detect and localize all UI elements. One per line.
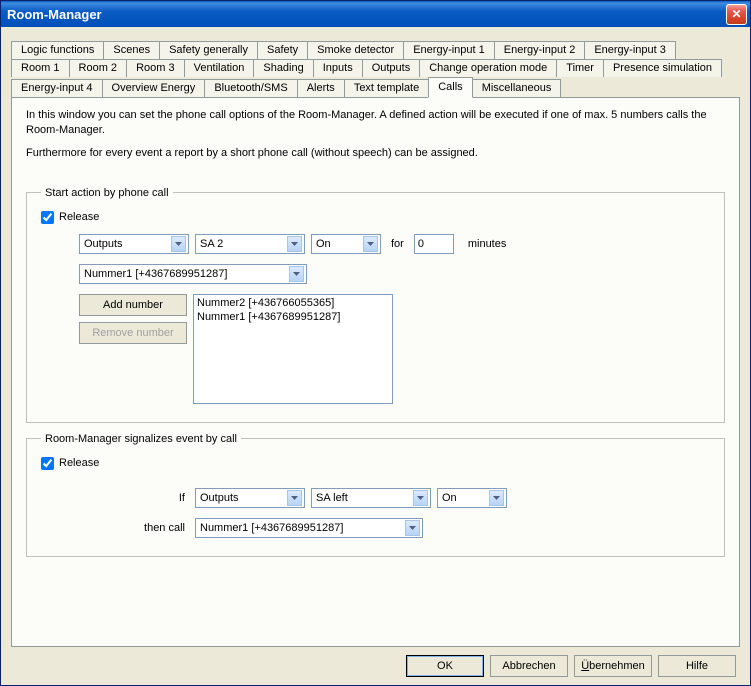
chevron-down-icon [413, 490, 428, 506]
tab-energy-input-1[interactable]: Energy-input 1 [403, 41, 495, 59]
release-checkbox-2[interactable] [41, 457, 54, 470]
tab-alerts[interactable]: Alerts [297, 79, 345, 97]
cancel-button[interactable]: Abbrechen [490, 655, 568, 677]
dialog-buttons: OK Abbrechen Übernehmen Hilfe [11, 647, 740, 677]
tab-smoke-detector[interactable]: Smoke detector [307, 41, 404, 59]
chevron-down-icon [363, 236, 378, 252]
tab-calls[interactable]: Calls [428, 77, 472, 98]
tab-room-2[interactable]: Room 2 [69, 59, 128, 77]
chevron-down-icon [405, 520, 420, 536]
tab-shading[interactable]: Shading [253, 59, 313, 77]
tab-change-operation-mode[interactable]: Change operation mode [419, 59, 557, 77]
window-title: Room-Manager [7, 7, 726, 22]
dropdown-value: Nummer1 [+4367689951287] [84, 268, 227, 280]
dropdown-value: On [316, 238, 331, 250]
if-category-dropdown[interactable]: Outputs [195, 488, 305, 508]
tab-inputs[interactable]: Inputs [313, 59, 363, 77]
tab-miscellaneous[interactable]: Miscellaneous [472, 79, 562, 97]
tab-bluetooth-sms[interactable]: Bluetooth/SMS [204, 79, 297, 97]
tab-safety[interactable]: Safety [257, 41, 308, 59]
then-call-row: then call Nummer1 [+4367689951287] [111, 518, 710, 538]
list-item[interactable]: Nummer2 [+436766055365] [196, 296, 390, 310]
chevron-down-icon [489, 490, 504, 506]
release-label-2: Release [59, 457, 99, 469]
numbers-management-row: Add number Remove number Nummer2 [+43676… [79, 294, 710, 404]
channel-dropdown[interactable]: SA 2 [195, 234, 305, 254]
tab-energy-input-4[interactable]: Energy-input 4 [11, 79, 103, 97]
release-checkbox[interactable] [41, 211, 54, 224]
chevron-down-icon [287, 236, 302, 252]
tab-text-template[interactable]: Text template [344, 79, 429, 97]
minutes-input[interactable] [414, 234, 454, 254]
tab-overview-energy[interactable]: Overview Energy [102, 79, 206, 97]
group-signalize-event: Room-Manager signalizes event by call Re… [26, 433, 725, 557]
for-label: for [391, 238, 404, 250]
tab-room-1[interactable]: Room 1 [11, 59, 70, 77]
list-item[interactable]: Nummer1 [+4367689951287] [196, 310, 390, 324]
category-dropdown[interactable]: Outputs [79, 234, 189, 254]
dropdown-value: Outputs [200, 492, 239, 504]
help-button[interactable]: Hilfe [658, 655, 736, 677]
group-legend: Room-Manager signalizes event by call [41, 433, 241, 445]
release-row-2: Release [41, 457, 710, 470]
close-button[interactable]: ✕ [726, 4, 747, 25]
ok-button[interactable]: OK [406, 655, 484, 677]
tab-scenes[interactable]: Scenes [103, 41, 160, 59]
tab-energy-input-2[interactable]: Energy-input 2 [494, 41, 586, 59]
if-channel-dropdown[interactable]: SA left [311, 488, 431, 508]
add-number-button[interactable]: Add number [79, 294, 187, 316]
group-legend: Start action by phone call [41, 187, 173, 199]
dropdown-value: On [442, 492, 457, 504]
tab-room-3[interactable]: Room 3 [126, 59, 185, 77]
action-row: Outputs SA 2 On for minutes [79, 234, 710, 254]
intro-p1: In this window you can set the phone cal… [26, 108, 725, 138]
intro-text: In this window you can set the phone cal… [26, 108, 725, 169]
release-row: Release [41, 211, 710, 224]
number-select-row: Nummer1 [+4367689951287] [79, 264, 710, 284]
if-state-dropdown[interactable]: On [437, 488, 507, 508]
tab-timer[interactable]: Timer [556, 59, 604, 77]
tabs-row: Room 1Room 2Room 3VentilationShadingInpu… [11, 59, 740, 77]
tabs-row: Logic functionsScenesSafety generallySaf… [11, 41, 740, 59]
intro-p2: Furthermore for every event a report by … [26, 146, 725, 161]
dropdown-value: SA 2 [200, 238, 223, 250]
numbers-listbox[interactable]: Nummer2 [+436766055365]Nummer1 [+4367689… [193, 294, 393, 404]
if-row: If Outputs SA left On [111, 488, 710, 508]
close-icon: ✕ [731, 7, 741, 21]
tab-energy-input-3[interactable]: Energy-input 3 [584, 41, 676, 59]
dropdown-value: SA left [316, 492, 348, 504]
minutes-label: minutes [468, 238, 507, 250]
tab-content-calls: In this window you can set the phone cal… [11, 97, 740, 647]
dropdown-value: Outputs [84, 238, 123, 250]
tab-ventilation[interactable]: Ventilation [184, 59, 255, 77]
apply-button[interactable]: Übernehmen [574, 655, 652, 677]
remove-number-button[interactable]: Remove number [79, 322, 187, 344]
chevron-down-icon [171, 236, 186, 252]
tabs-row: Energy-input 4Overview EnergyBluetooth/S… [11, 77, 740, 97]
titlebar: Room-Manager ✕ [1, 1, 750, 27]
dropdown-value: Nummer1 [+4367689951287] [200, 522, 343, 534]
tab-logic-functions[interactable]: Logic functions [11, 41, 104, 59]
then-call-label: then call [111, 522, 189, 534]
chevron-down-icon [287, 490, 302, 506]
client-area: Logic functionsScenesSafety generallySaf… [1, 27, 750, 685]
dialog-window: Room-Manager ✕ Logic functionsScenesSafe… [0, 0, 751, 686]
button-column: Add number Remove number [79, 294, 187, 344]
tabs: Logic functionsScenesSafety generallySaf… [11, 41, 740, 97]
release-label: Release [59, 211, 99, 223]
group-start-action: Start action by phone call Release Outpu… [26, 187, 725, 423]
if-label: If [111, 492, 189, 504]
chevron-down-icon [289, 266, 304, 282]
tab-safety-generally[interactable]: Safety generally [159, 41, 258, 59]
then-call-dropdown[interactable]: Nummer1 [+4367689951287] [195, 518, 423, 538]
tab-presence-simulation[interactable]: Presence simulation [603, 59, 722, 77]
number-dropdown[interactable]: Nummer1 [+4367689951287] [79, 264, 307, 284]
state-dropdown[interactable]: On [311, 234, 381, 254]
tab-outputs[interactable]: Outputs [362, 59, 421, 77]
